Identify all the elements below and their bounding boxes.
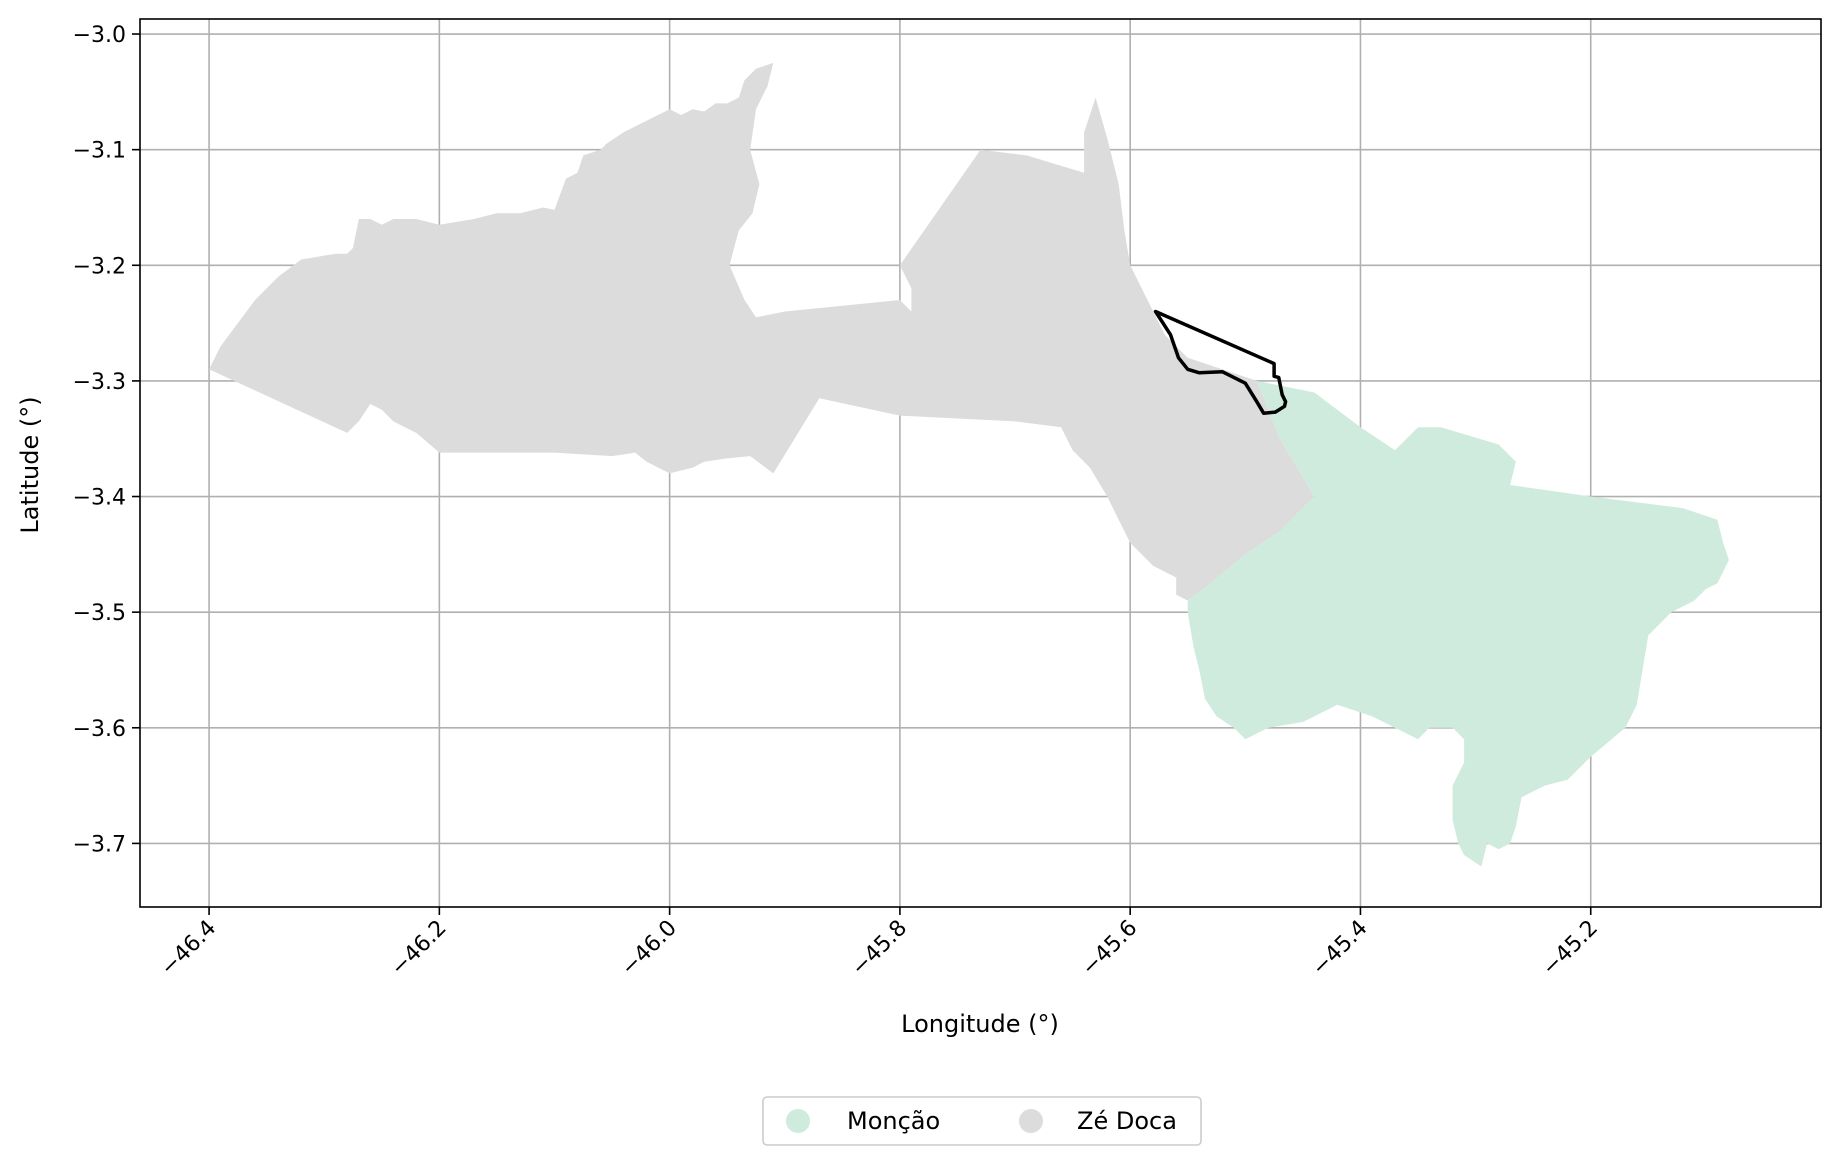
y-axis-ticks: −3.0 −3.1 −3.2 −3.3 −3.4 −3.5 −3.6 −3.7 (73, 23, 140, 857)
x-axis-label: Longitude (°) (901, 1010, 1059, 1038)
region-ze-doca (209, 62, 1315, 601)
highlight-outline (1153, 309, 1288, 416)
plot-frame (139, 18, 1822, 908)
y-tick-label: −3.4 (73, 486, 126, 511)
y-tick-label: −3.5 (73, 601, 126, 626)
map-regions (209, 62, 1729, 867)
legend-marker-moncao (786, 1109, 810, 1133)
y-tick-label: −3.3 (73, 370, 126, 395)
y-tick-label: −3.2 (73, 254, 126, 279)
y-tick-label: −3.7 (73, 832, 126, 857)
y-tick-label: −3.0 (73, 23, 126, 48)
legend-box (762, 1096, 1202, 1146)
legend-label-ze-doca: Zé Doca (1077, 1107, 1177, 1135)
legend: Monção Zé Doca (762, 1096, 1202, 1146)
highlighted-area (1153, 309, 1288, 416)
legend-label-moncao: Monção (847, 1107, 940, 1135)
y-tick-label: −3.1 (73, 139, 126, 164)
y-axis-label: Latitude (°) (16, 396, 44, 533)
region-moncao (1187, 380, 1729, 867)
y-tick-label: −3.6 (73, 717, 126, 742)
legend-marker-ze-doca (1019, 1109, 1043, 1133)
